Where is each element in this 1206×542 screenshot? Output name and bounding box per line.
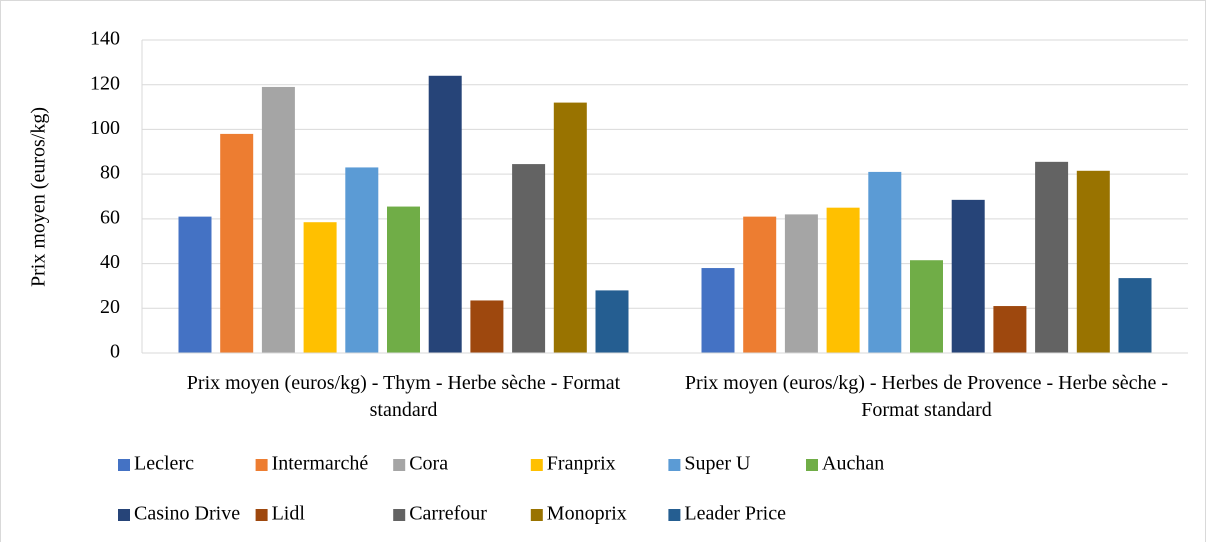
legend-label: Cora xyxy=(409,453,448,475)
bar xyxy=(178,216,212,353)
bar xyxy=(428,75,462,354)
y-tick-label: 0 xyxy=(110,341,120,363)
bar xyxy=(1118,278,1152,353)
legend-swatch xyxy=(393,509,406,521)
legend-label: Auchan xyxy=(822,453,884,475)
bar xyxy=(784,214,818,353)
legend-swatch xyxy=(255,509,268,521)
legend-swatch xyxy=(668,509,681,521)
legend-label: Leader Price xyxy=(684,503,786,525)
bar xyxy=(512,164,546,353)
bar xyxy=(701,268,735,353)
bar xyxy=(220,133,254,353)
bar xyxy=(345,167,379,353)
legend-label: Intermarché xyxy=(272,453,369,475)
legend-swatch xyxy=(530,509,543,521)
x-tick-label: Prix moyen (euros/kg) - Herbes de Proven… xyxy=(684,372,1169,421)
legend-label: Franprix xyxy=(547,453,616,475)
bar xyxy=(470,300,504,353)
bar xyxy=(951,199,985,353)
bar xyxy=(868,171,902,353)
y-axis-label: Prix moyen (euros/kg) xyxy=(28,107,50,287)
legend-label: Monoprix xyxy=(547,503,627,525)
bar xyxy=(303,222,337,353)
bar xyxy=(826,207,860,353)
legend-label: Casino Drive xyxy=(134,503,240,525)
y-tick-label: 100 xyxy=(90,117,120,139)
bar xyxy=(387,206,420,353)
y-tick-label: 20 xyxy=(100,296,120,318)
y-tick-label: 140 xyxy=(90,28,120,50)
bar xyxy=(553,102,587,353)
legend-label: Leclerc xyxy=(134,453,194,475)
bar xyxy=(993,306,1027,353)
bar xyxy=(910,260,943,353)
y-tick-label: 40 xyxy=(100,251,120,273)
bar xyxy=(743,216,777,353)
bar xyxy=(1076,170,1110,353)
legend-swatch xyxy=(530,459,543,471)
legend-swatch xyxy=(806,459,818,471)
x-tick-label: Prix moyen (euros/kg) - Thym - Herbe sèc… xyxy=(186,372,621,421)
bar xyxy=(595,290,629,353)
y-tick-label: 120 xyxy=(90,72,120,94)
legend-swatch xyxy=(393,459,406,471)
legend-label: Super U xyxy=(684,453,751,475)
legend-label: Carrefour xyxy=(409,503,487,525)
legend-swatch xyxy=(668,459,681,471)
bar xyxy=(1035,161,1069,353)
legend-swatch xyxy=(118,459,130,471)
legend-swatch xyxy=(255,459,268,471)
bar xyxy=(261,86,295,353)
y-tick-label: 60 xyxy=(100,206,120,228)
y-tick-label: 80 xyxy=(100,162,120,184)
legend-label: Lidl xyxy=(272,503,306,525)
legend-swatch xyxy=(118,509,130,521)
